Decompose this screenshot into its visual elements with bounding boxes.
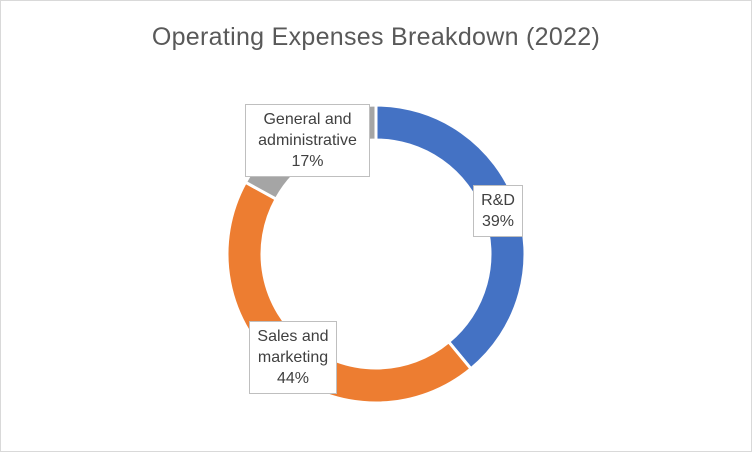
data-label-rd-name-line-1: R&D: [481, 192, 515, 209]
data-label-sales-name-line-1: Sales and: [257, 328, 329, 345]
data-label-sales-value: 44%: [276, 370, 310, 387]
data-label-sales-and-marketing: Sales and marketing 44%: [249, 321, 337, 394]
data-label-sales-name-line-2: marketing: [257, 349, 329, 366]
data-label-general-and-administrative: General and administrative 17%: [245, 104, 370, 177]
chart-title: Operating Expenses Breakdown (2022): [151, 23, 601, 51]
data-label-rd: R&D 39%: [473, 185, 523, 237]
data-label-ga-name-line-1: General and: [263, 111, 352, 128]
data-label-rd-value: 39%: [481, 213, 515, 230]
data-label-ga-name-line-2: administrative: [258, 132, 357, 149]
data-label-ga-value: 17%: [291, 153, 324, 170]
